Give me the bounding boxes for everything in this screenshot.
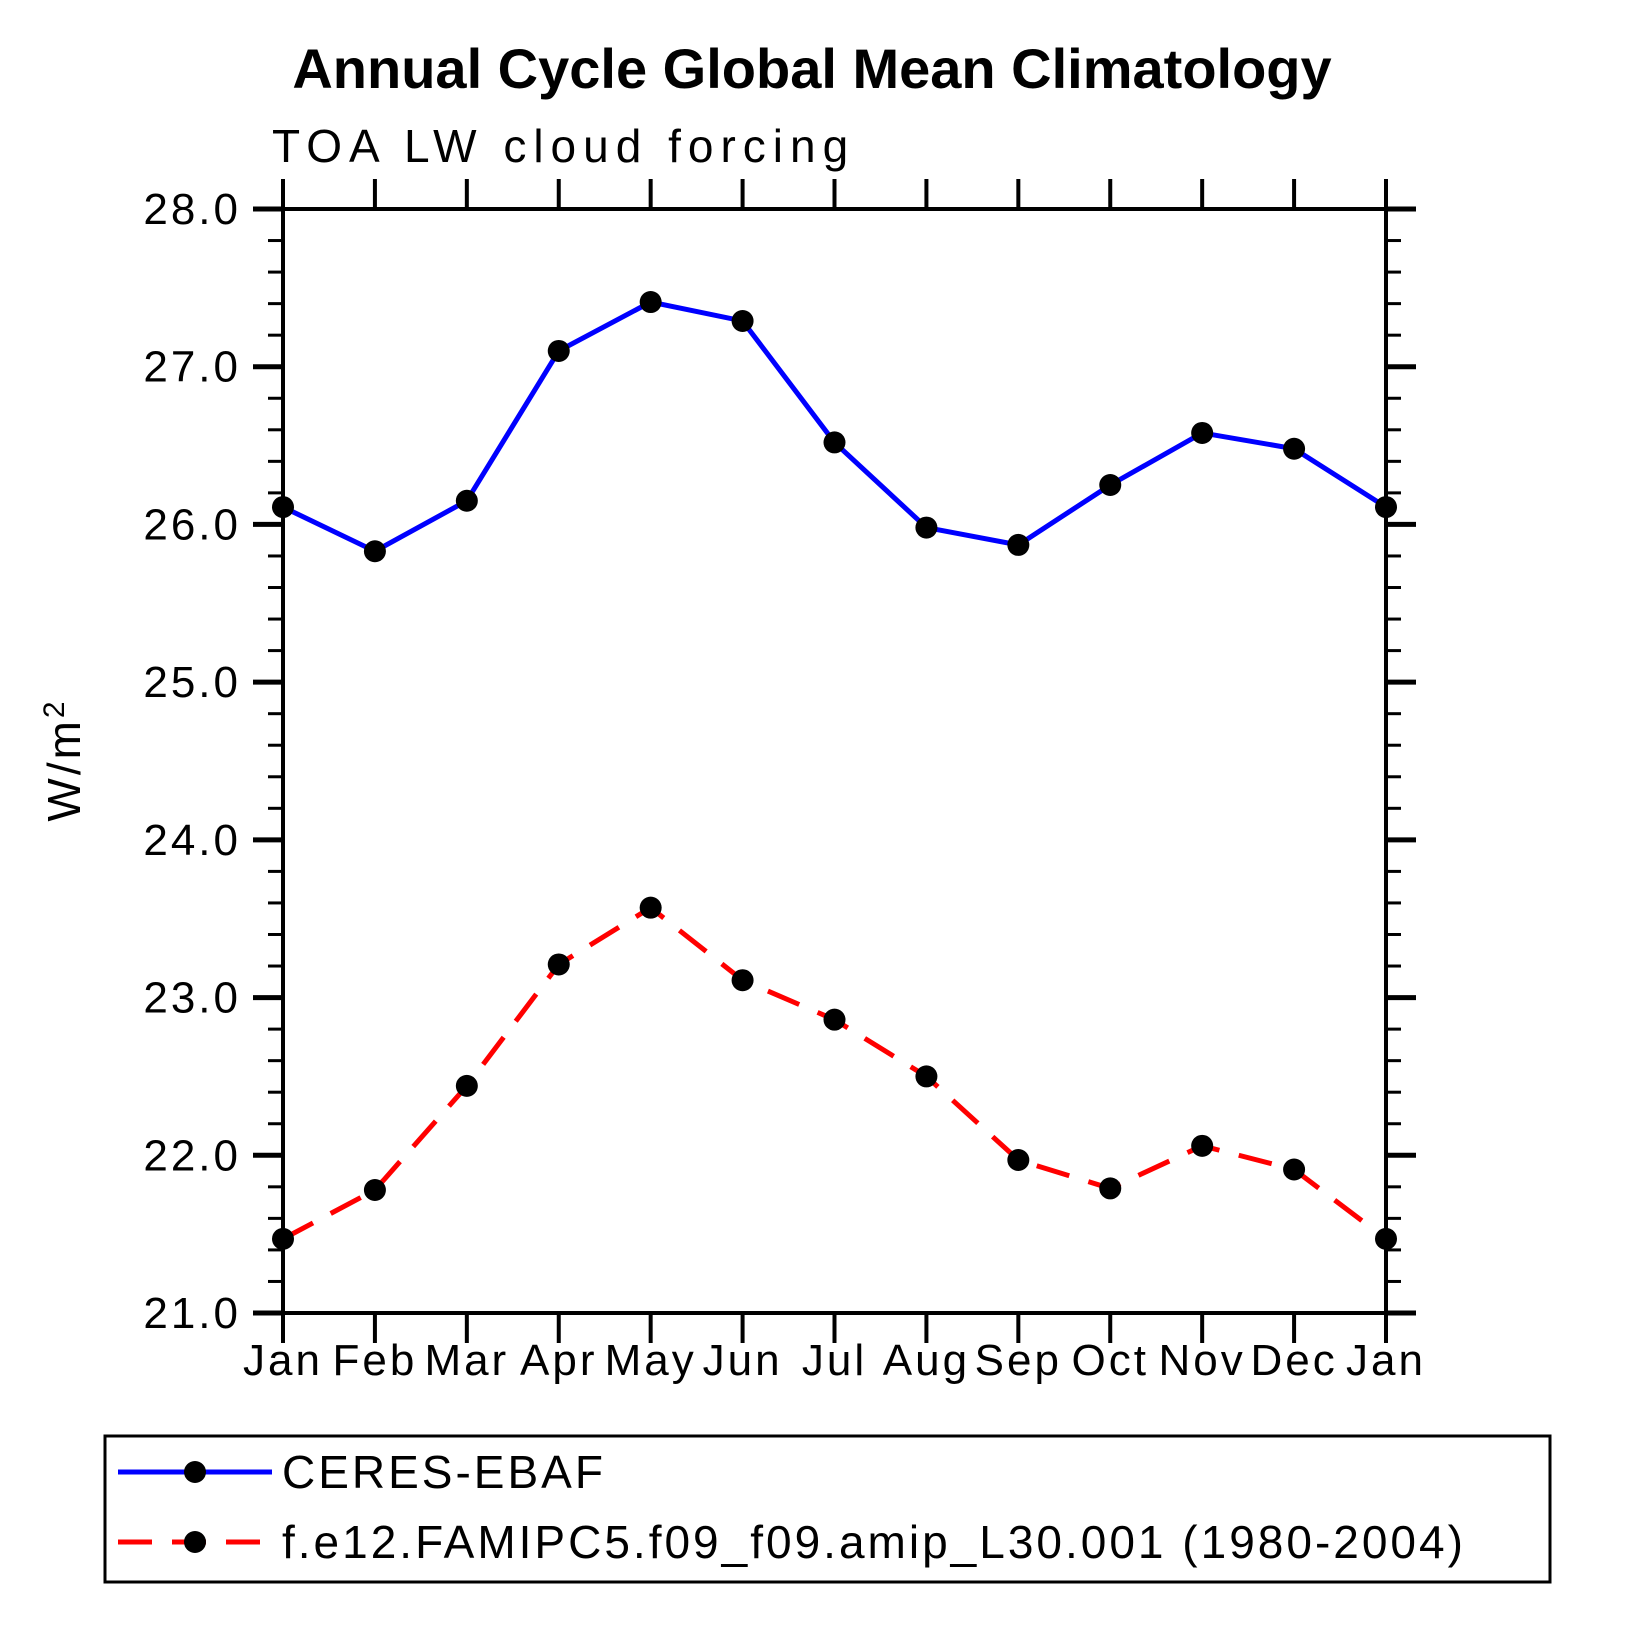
y-tick-label: 25.0: [143, 658, 241, 707]
y-tick-label: 24.0: [143, 816, 241, 865]
data-point-marker: [1007, 533, 1030, 556]
data-point-marker: [547, 339, 570, 362]
y-tick-label: 26.0: [143, 500, 241, 549]
legend-label-model: f.e12.FAMIPC5.f09_f09.amip_L30.001 (1980…: [282, 1516, 1466, 1568]
month-label: Jun: [703, 1336, 783, 1385]
month-label: Mar: [424, 1336, 509, 1385]
data-point-marker: [1191, 1134, 1214, 1157]
data-point-marker: [731, 969, 754, 992]
y-axis-title-exponent: 2: [38, 698, 71, 718]
legend-box: [103, 1434, 1552, 1584]
legend-marker-icon: [184, 1461, 206, 1483]
data-point-marker: [455, 1074, 478, 1097]
chart-title: Annual Cycle Global Mean Climatology: [292, 37, 1331, 100]
month-label: Oct: [1072, 1336, 1149, 1385]
y-axis-title-base: W/m: [38, 718, 90, 822]
y-tick-label: 21.0: [143, 1289, 241, 1338]
data-point-marker: [639, 291, 662, 314]
data-point-marker: [1283, 1158, 1306, 1181]
chart-subtitle: TOA LW cloud forcing: [272, 120, 855, 172]
month-label: Feb: [333, 1336, 418, 1385]
month-label: Apr: [520, 1336, 597, 1385]
month-label: Jul: [802, 1336, 867, 1385]
data-point-marker: [1375, 496, 1397, 519]
data-point-marker: [915, 1065, 938, 1088]
data-point-marker: [455, 489, 478, 512]
legend-entry-model: f.e12.FAMIPC5.f09_f09.amip_L30.001 (1980…: [118, 1516, 1466, 1568]
month-label: Sep: [975, 1336, 1062, 1385]
data-point-marker: [1191, 421, 1214, 444]
legend-entry-ceres: CERES-EBAF: [118, 1446, 606, 1498]
y-tick-label: 27.0: [143, 343, 241, 392]
data-point-marker: [1007, 1149, 1030, 1172]
y-tick-label: 23.0: [143, 974, 241, 1023]
data-point-marker: [915, 516, 938, 539]
legend-marker-icon: [184, 1531, 206, 1553]
data-point-marker: [1283, 437, 1306, 460]
data-point-marker: [272, 1227, 294, 1250]
data-point-marker: [1099, 474, 1122, 496]
legend: CERES-EBAF f.e12.FAMIPC5.f09_f09.amip_L3…: [103, 1434, 1552, 1584]
month-label: Nov: [1159, 1336, 1246, 1385]
data-point-marker: [639, 896, 662, 919]
data-point-marker: [731, 309, 754, 332]
data-point-marker: [823, 1008, 846, 1031]
month-label: Dec: [1250, 1336, 1337, 1385]
month-label: Aug: [883, 1336, 970, 1385]
data-point-marker: [272, 496, 294, 519]
series-layer: [272, 291, 1397, 1250]
data-point-marker: [363, 540, 386, 563]
month-label: Jan: [1346, 1336, 1426, 1385]
y-tick-label: 22.0: [143, 1131, 241, 1180]
y-axis-title: W/m2: [38, 698, 90, 821]
data-point-marker: [823, 431, 846, 454]
series-line: [281, 904, 1388, 1242]
month-label: Jan: [243, 1336, 323, 1385]
data-point-marker: [1375, 1227, 1397, 1250]
data-point-marker: [547, 953, 570, 976]
y-tick-label: 28.0: [143, 185, 241, 234]
series-line: [281, 299, 1388, 555]
plot-frame: [281, 207, 1388, 1315]
month-label: May: [605, 1336, 697, 1385]
data-point-marker: [1099, 1177, 1122, 1200]
data-point-marker: [363, 1178, 386, 1201]
legend-label-ceres: CERES-EBAF: [282, 1446, 606, 1498]
axis-ticks-layer: [253, 179, 1416, 1343]
